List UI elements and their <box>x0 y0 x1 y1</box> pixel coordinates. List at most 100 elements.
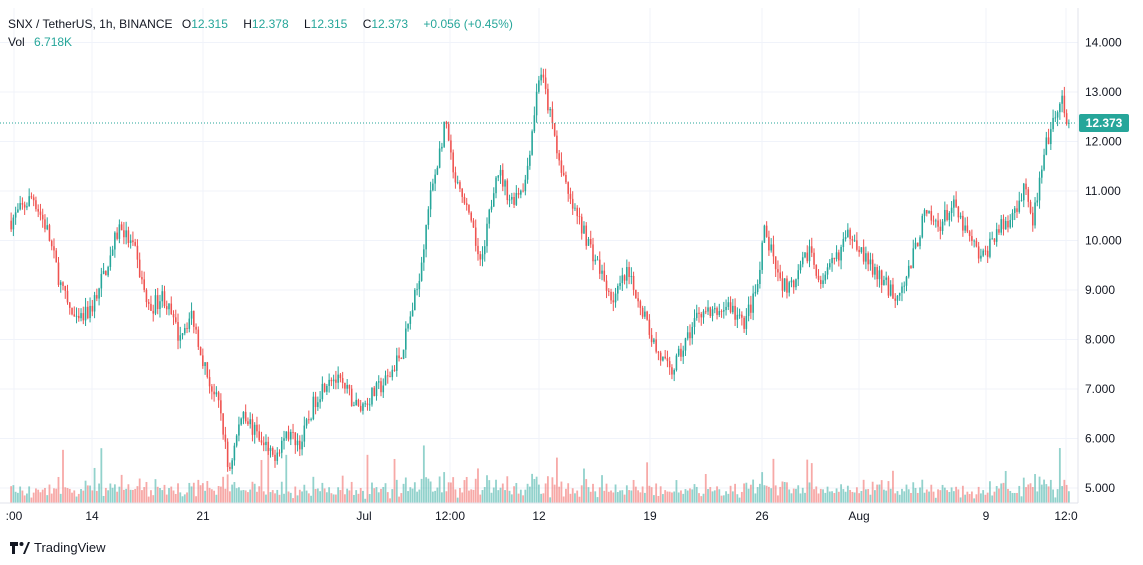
volume-bar <box>650 487 653 503</box>
candle-body <box>71 307 73 315</box>
volume-bar <box>598 487 601 503</box>
candle-body <box>181 333 184 336</box>
volume-bar <box>970 491 973 503</box>
candle-body <box>393 369 396 371</box>
candle-body <box>326 385 328 392</box>
volume-bar <box>583 468 585 503</box>
candle-body <box>445 121 448 125</box>
candle-body <box>628 267 630 277</box>
volume-bar <box>233 482 236 503</box>
volume-bar <box>731 491 734 503</box>
candle-body <box>53 246 55 251</box>
volume-bar <box>1036 491 1039 503</box>
volume-bar <box>657 495 660 503</box>
volume-bar <box>73 490 76 503</box>
candle-body <box>344 382 346 389</box>
volume-bar <box>116 491 119 503</box>
candle-body <box>28 196 30 207</box>
symbol-title[interactable]: SNX / TetherUS, 1h, BINANCE <box>8 17 173 31</box>
volume-bar <box>517 493 520 503</box>
price-tick-label: 10.000 <box>1085 234 1122 248</box>
volume-bar <box>134 488 137 503</box>
volume-bar <box>540 493 543 503</box>
volume-bar <box>910 492 912 503</box>
candle-body <box>177 322 179 341</box>
time-axis[interactable]: :00 14 21 Jul 12:00 12 19 26 Aug 9 12:0 <box>6 509 1078 523</box>
volume-bar <box>948 491 951 503</box>
volume-bar <box>391 489 394 503</box>
volume-bar <box>398 496 400 503</box>
volume-bar <box>380 488 382 503</box>
candle-body <box>229 467 231 469</box>
candle-body <box>118 224 121 239</box>
candle-body <box>779 272 781 279</box>
candle-body <box>55 250 58 263</box>
candle-body <box>434 174 436 184</box>
candle-body <box>436 167 439 175</box>
ohlc-legend: SNX / TetherUS, 1h, BINANCE O12.315 H12.… <box>8 17 519 31</box>
volume-bar <box>594 491 597 503</box>
candle-body <box>384 375 387 386</box>
candle-body <box>368 404 371 406</box>
volume-bar <box>921 479 924 503</box>
volume-bar <box>743 483 746 503</box>
volume-bar <box>528 486 531 503</box>
candle-body <box>876 267 878 280</box>
volume-bar <box>964 494 967 503</box>
volume-bar <box>711 491 714 503</box>
volume-bar <box>855 487 858 503</box>
volume-bar <box>607 491 610 503</box>
volume-bar <box>817 493 820 503</box>
candle-body <box>932 220 935 222</box>
candle-body <box>560 160 563 173</box>
candle-body <box>1016 208 1018 212</box>
candle-body <box>574 207 576 209</box>
volume-bar <box>799 493 802 503</box>
volume-bar <box>129 489 132 503</box>
volume-bar <box>465 476 468 503</box>
candle-body <box>691 326 694 339</box>
volume-bar <box>862 479 865 503</box>
candle-body <box>289 432 292 440</box>
candle-body <box>197 329 200 347</box>
volume-bar <box>400 493 403 503</box>
volume-bar <box>662 494 664 503</box>
volume-bar <box>50 493 53 503</box>
candle-body <box>129 240 132 243</box>
volume-bar <box>925 489 928 503</box>
tradingview-brand[interactable]: TradingView <box>10 540 106 555</box>
volume-bar <box>165 494 168 503</box>
volume-bar <box>418 489 421 503</box>
candle-body <box>887 277 890 296</box>
volume-bar <box>630 490 633 503</box>
candle-body <box>77 315 80 319</box>
price-axis[interactable]: 5.000 6.000 7.000 8.000 9.000 10.000 11.000 12.… <box>1085 36 1122 496</box>
volume-bar <box>722 495 725 503</box>
candle-body <box>235 435 238 446</box>
volume-bar <box>377 492 380 503</box>
volume-bar <box>28 486 31 503</box>
candle-body <box>912 248 915 269</box>
volume-bar <box>334 494 337 503</box>
volume-bar <box>995 486 998 503</box>
volume-bar <box>319 491 322 503</box>
candle-body <box>80 313 82 319</box>
volume-bar <box>447 482 450 503</box>
volume-bar <box>303 484 306 503</box>
candle-body <box>1018 200 1021 212</box>
price-tick-label: 8.000 <box>1085 333 1115 347</box>
candle-body <box>847 229 849 238</box>
volume-bar <box>727 493 730 503</box>
volume-label[interactable]: Vol <box>8 35 25 49</box>
candle-body <box>19 203 21 210</box>
candle-body <box>468 205 470 213</box>
volume-bar <box>499 487 502 503</box>
volume-bar <box>961 485 964 503</box>
volume-bar <box>887 481 890 503</box>
volume-bar <box>752 479 755 503</box>
volume-bar <box>781 481 784 503</box>
candle-body <box>204 362 206 367</box>
candle-body <box>373 387 376 397</box>
candle-body <box>774 256 777 270</box>
